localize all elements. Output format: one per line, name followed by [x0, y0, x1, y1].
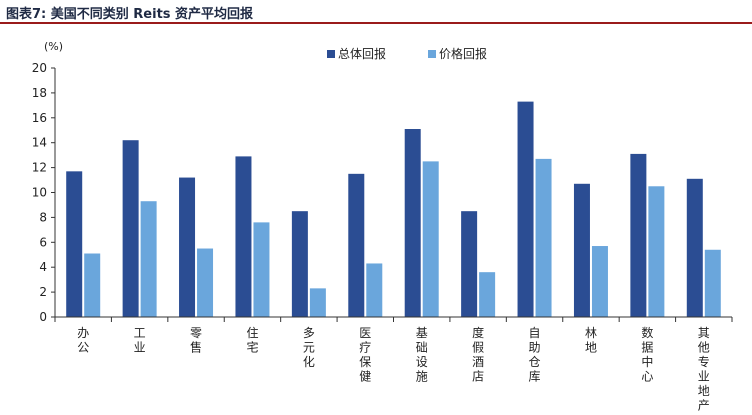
bar-price-return	[591, 246, 608, 317]
legend: 总体回报 价格回报	[327, 46, 487, 61]
x-axis: 办公 工业 零售 住宅 多元化 医疗保健 基础设施 度假酒店 自助仓库 林地 数据中心 其他专业地产	[54, 316, 733, 413]
bar-price-return	[84, 253, 101, 317]
y-tick-label: 4	[39, 260, 47, 274]
bar-total-return	[291, 211, 308, 317]
bar-price-return	[422, 161, 439, 317]
legend-label: 价格回报	[439, 46, 487, 61]
y-tick-label: 2	[39, 285, 47, 299]
bar-price-return	[704, 249, 721, 317]
x-tick-label: 住宅	[246, 326, 258, 355]
x-tick-label: 数据中心	[641, 325, 653, 384]
x-tick-label: 零售	[190, 326, 202, 355]
bar-total-return	[179, 177, 196, 317]
bar-price-return	[648, 186, 665, 317]
bar-price-return	[479, 272, 496, 317]
y-tick-label: 12	[32, 161, 47, 175]
y-tick-label: 20	[32, 61, 47, 75]
bar-total-return	[66, 171, 83, 317]
title-divider	[0, 22, 752, 24]
y-tick-label: 8	[39, 210, 47, 224]
y-axis: 0 2 4 6 8 10 12 14 16 18 20	[32, 61, 56, 324]
x-tick-label: 医疗保健	[359, 326, 371, 384]
bar-total-return	[404, 129, 421, 317]
legend-swatch	[428, 50, 436, 58]
y-tick-label: 0	[39, 310, 47, 324]
x-tick-label: 基础设施	[416, 326, 428, 384]
y-tick-label: 6	[39, 235, 47, 249]
x-tick-label: 林地	[585, 326, 597, 355]
x-tick-label: 自助仓库	[529, 326, 541, 384]
bar-total-return	[122, 140, 139, 317]
y-tick-label: 16	[32, 111, 47, 125]
y-axis-unit-label: (%)	[44, 40, 63, 53]
x-tick-label: 度假酒店	[472, 325, 484, 384]
bar-price-return	[309, 288, 326, 317]
bar-total-return	[517, 101, 534, 318]
bar-price-return	[197, 248, 214, 317]
x-tick-label: 工业	[134, 326, 146, 355]
figure-title: 图表7: 美国不同类别 Reits 资产平均回报	[6, 7, 254, 22]
bar-total-return	[573, 183, 590, 317]
bar-total-return	[461, 211, 478, 317]
y-tick-label: 10	[32, 186, 47, 200]
bar-price-return	[366, 263, 383, 317]
legend-swatch	[327, 50, 335, 58]
bar-price-return	[140, 201, 157, 317]
y-tick-label: 18	[32, 86, 47, 100]
bar-total-return	[686, 178, 703, 317]
bar-total-return	[348, 173, 365, 317]
bar-price-return	[535, 158, 552, 317]
y-tick-label: 14	[32, 136, 47, 150]
x-tick-label: 多元化	[303, 326, 315, 369]
bar-total-return	[235, 156, 252, 317]
x-tick-label: 办公	[77, 325, 89, 355]
bars-group	[66, 101, 721, 318]
bar-total-return	[630, 153, 647, 317]
bar-price-return	[253, 222, 270, 317]
legend-label: 总体回报	[338, 46, 386, 61]
x-tick-label: 其他专业地产	[698, 326, 710, 413]
